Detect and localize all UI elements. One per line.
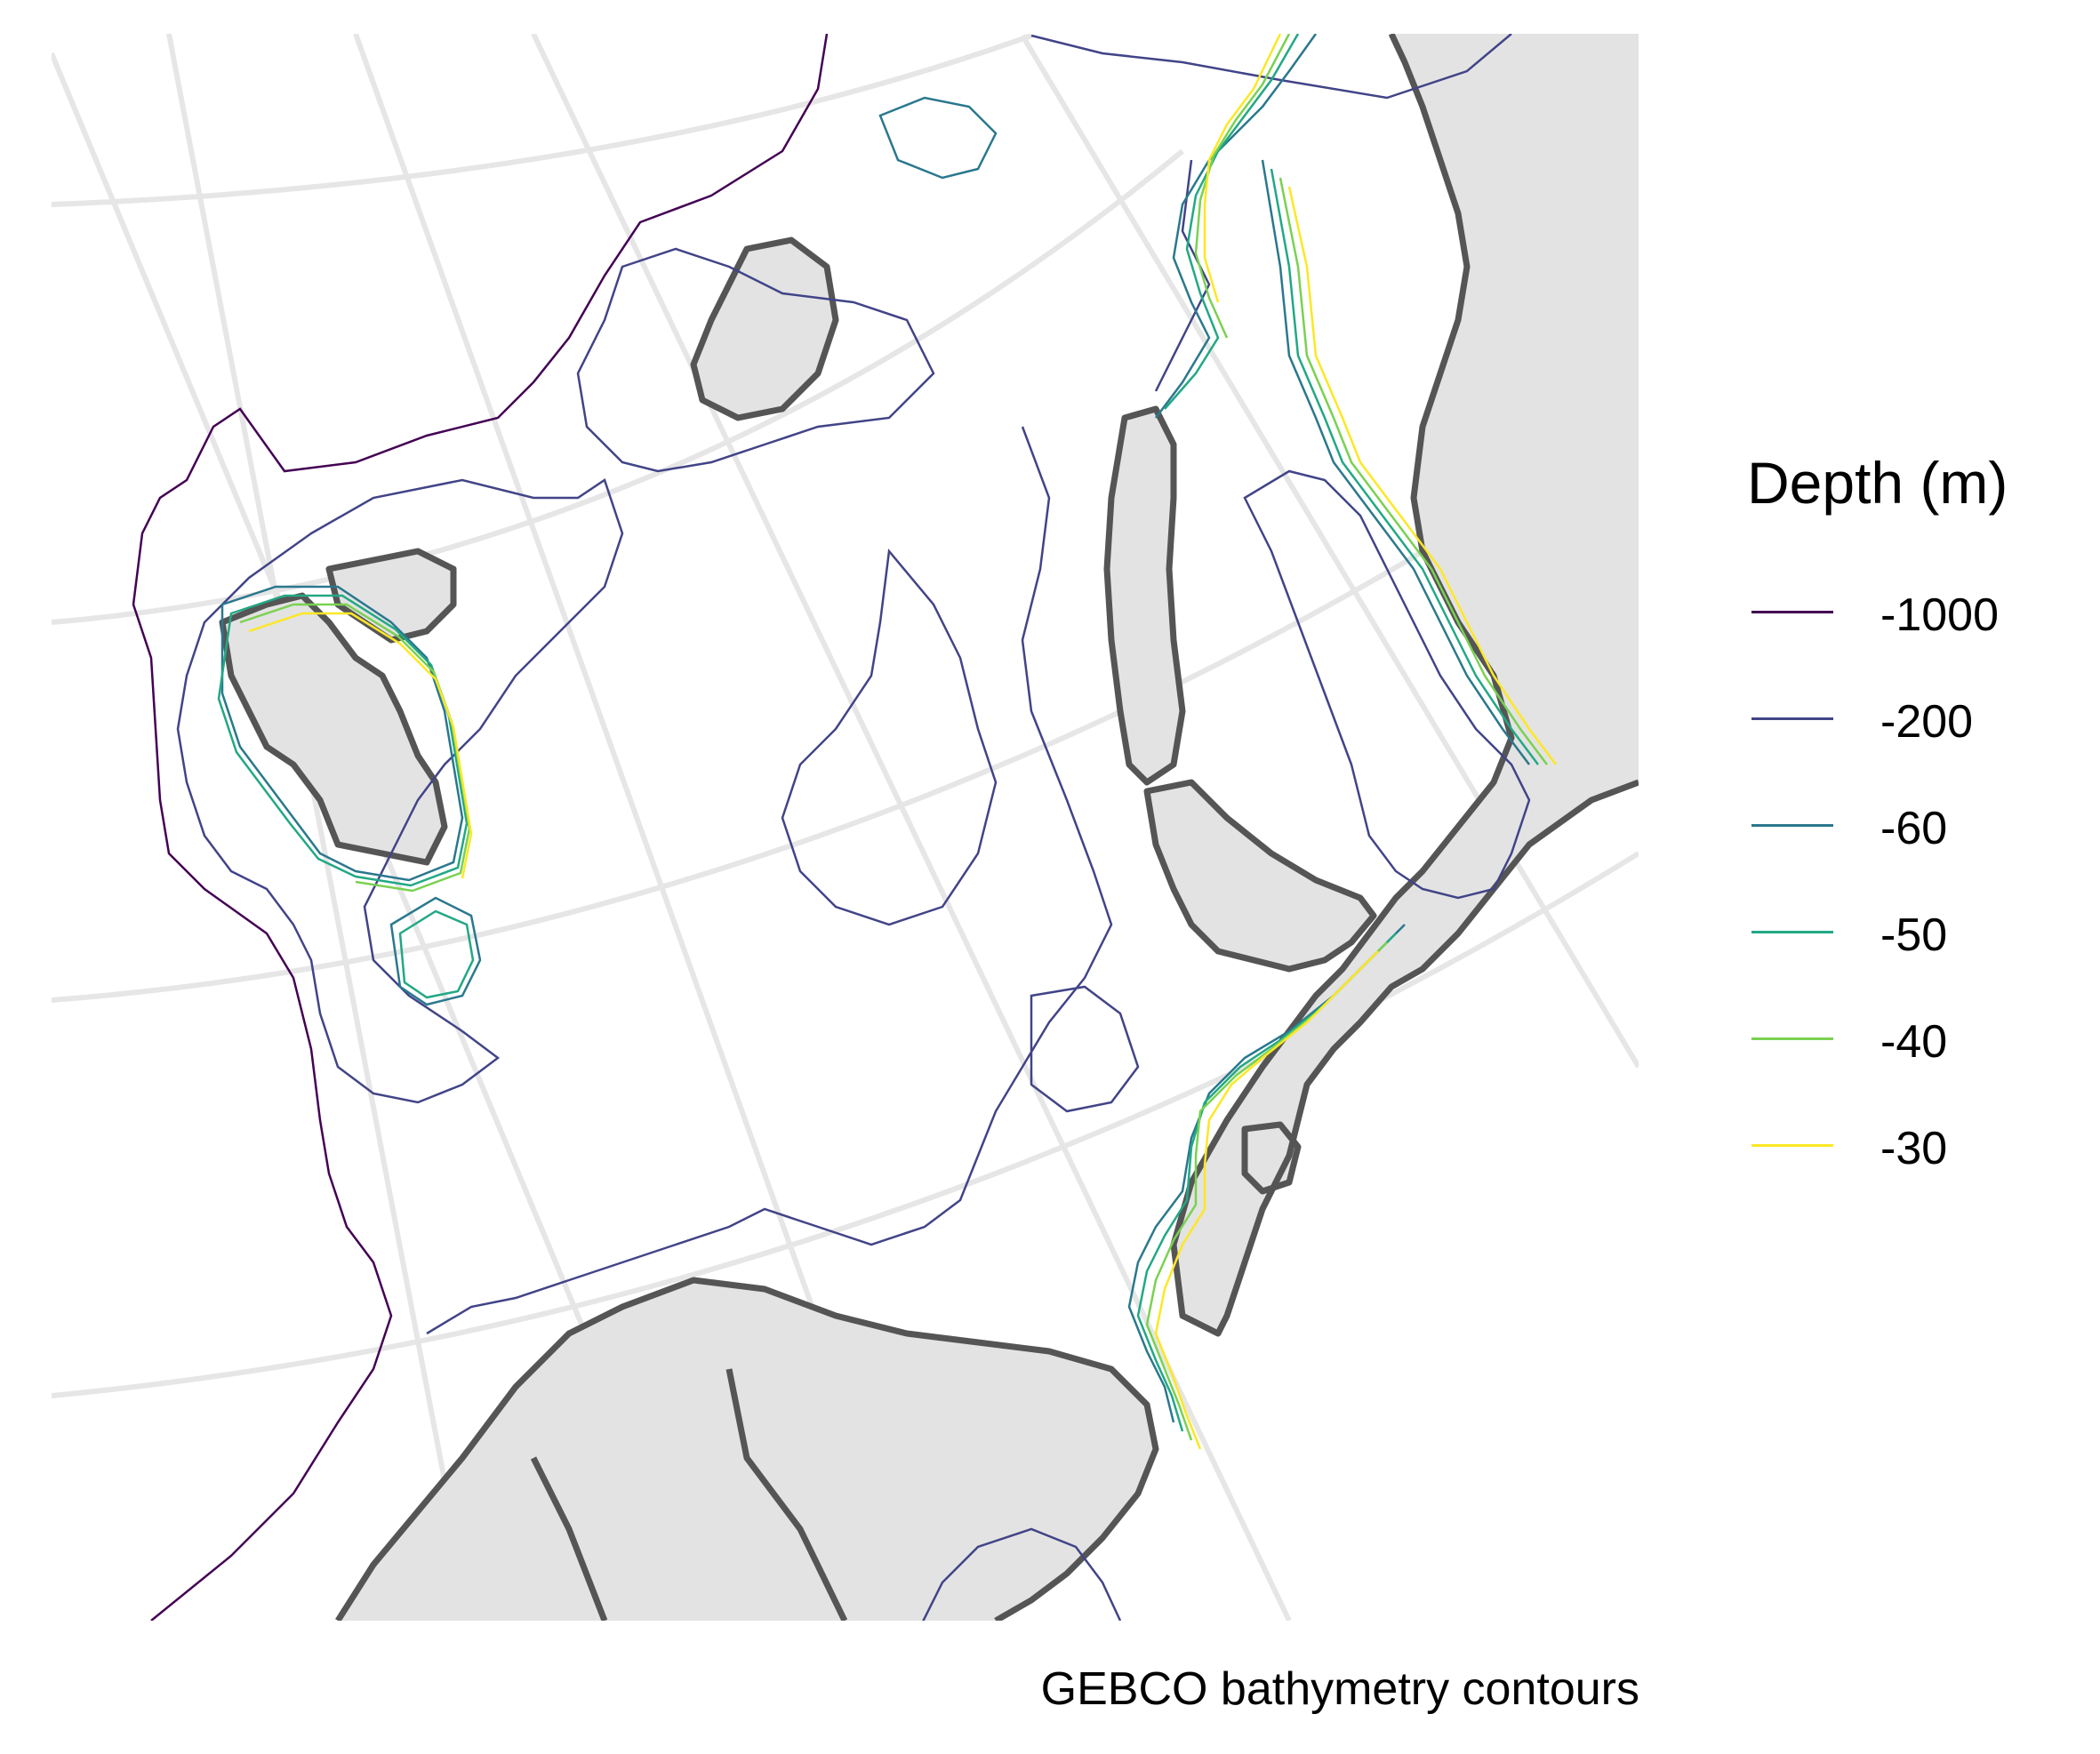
legend-label: -60: [1880, 803, 1948, 854]
land-masses: [222, 34, 1639, 1621]
contour-30: [248, 34, 1557, 1450]
legend-label: -40: [1880, 1016, 1948, 1068]
legend-key-1000: [1751, 611, 1833, 613]
legend-key-50: [1751, 931, 1833, 933]
legend-key-200: [1751, 717, 1833, 720]
contour-50: [217, 34, 1539, 1432]
map-caption: GEBCO bathymetry contours: [1040, 1663, 1639, 1715]
contour-200-outer: [176, 34, 1531, 1621]
legend-title: Depth (m): [1747, 450, 2008, 516]
legend-key-60: [1751, 824, 1833, 827]
legend-label: -50: [1880, 909, 1948, 961]
land-northeast-mainland: [1174, 34, 1639, 1334]
depth-contours: [132, 34, 1557, 1621]
contour-60: [220, 34, 1530, 1423]
legend-key-40: [1751, 1037, 1833, 1040]
land-novaya-zemlya-north: [1107, 409, 1182, 782]
legend-item-40: -40: [1751, 1012, 2045, 1068]
legend-item-200: -200: [1751, 692, 2045, 748]
land-novaya-zemlya-south: [1147, 782, 1374, 969]
legend-label: -200: [1880, 696, 1974, 748]
legend-item-30: -30: [1751, 1118, 2045, 1174]
legend-item-50: -50: [1751, 905, 2045, 961]
contour-40: [239, 34, 1548, 1441]
graticule: [52, 34, 1639, 1621]
legend-item-1000: -1000: [1751, 585, 2045, 641]
land-kolguev-island: [1245, 1125, 1298, 1191]
land-franz-josef-land: [693, 240, 836, 418]
land-svalbard-main: [222, 596, 445, 862]
contour-1000: [132, 34, 829, 1621]
legend-label: -1000: [1880, 589, 1999, 641]
legend-label: -30: [1880, 1123, 1948, 1174]
legend-key-30: [1751, 1144, 1833, 1147]
legend-item-60: -60: [1751, 798, 2045, 854]
